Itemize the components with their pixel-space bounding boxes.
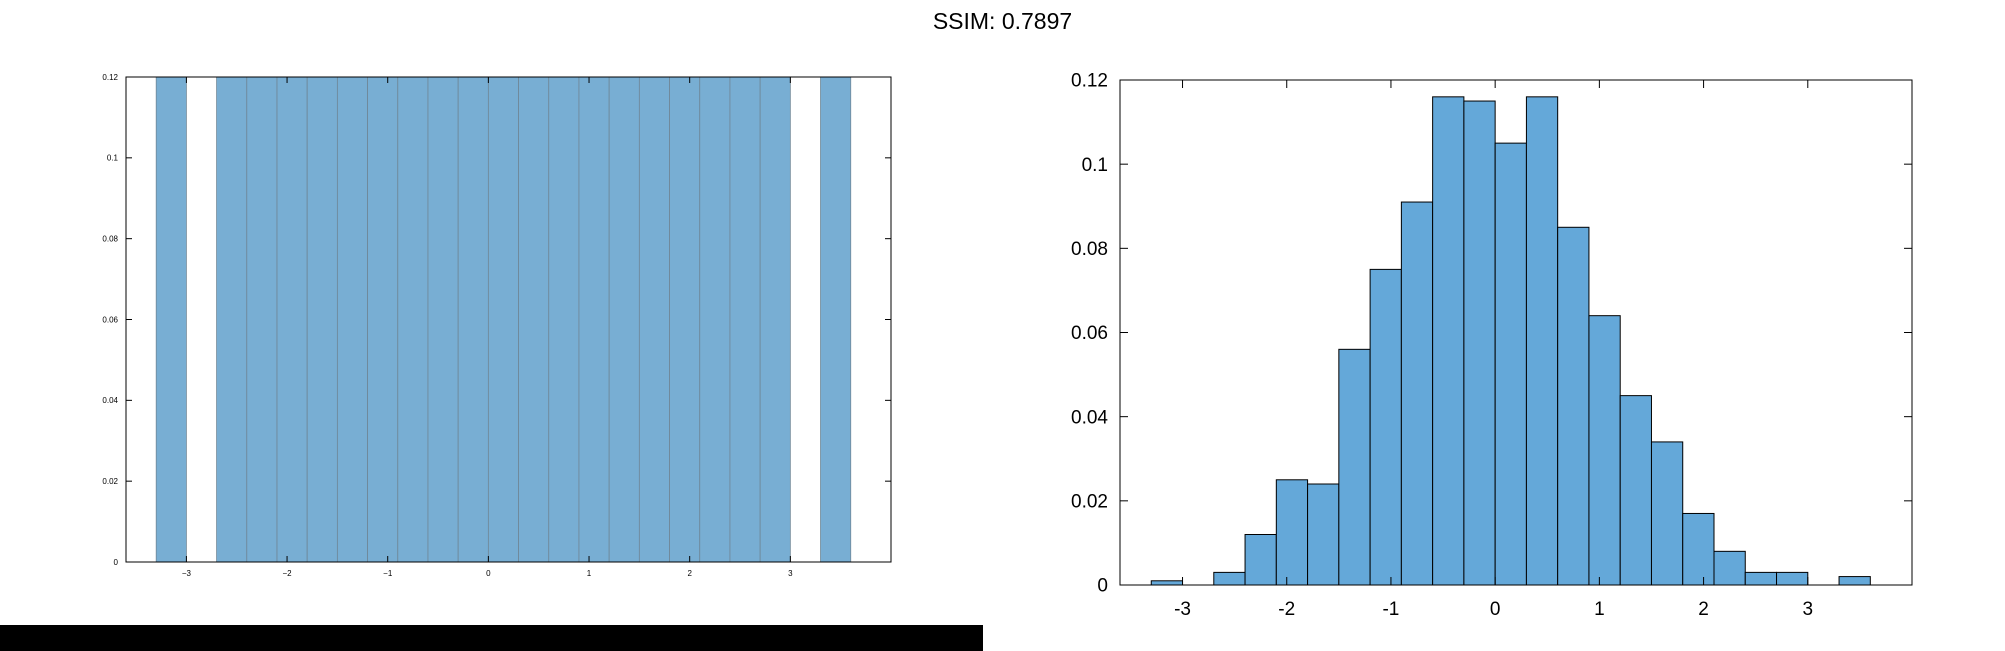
left-histogram-bar-4 (276, 76, 308, 563)
left-histogram-bar-22 (820, 76, 852, 563)
right-x-tick-label: 2 (1698, 599, 1709, 620)
left-histogram-bar-17 (669, 76, 701, 563)
right-histogram-bar-19 (1744, 571, 1778, 586)
right-y-tick-label: 0 (1097, 576, 1108, 597)
left-y-tick-label: 0.08 (102, 234, 118, 243)
right-x-tick-label: -2 (1278, 599, 1295, 620)
right-histogram-bar-4 (1275, 479, 1309, 586)
right-y-tick-label: 0.06 (1071, 323, 1108, 344)
left-histogram-bar-14 (578, 76, 610, 563)
right-histogram-bar-6 (1338, 348, 1371, 586)
right-histogram-bar-17 (1682, 512, 1715, 586)
right-histogram-bar-22 (1838, 576, 1871, 586)
right-x-tick-label: -1 (1382, 599, 1399, 620)
left-histogram-bar-15 (608, 76, 640, 563)
left-histogram-bar-19 (729, 76, 761, 563)
black-bottom-banner (0, 625, 983, 651)
left-histogram-bar-0 (155, 76, 187, 563)
right-histogram-bar-2 (1213, 571, 1246, 586)
left-y-tick-label: 0.1 (107, 154, 119, 163)
right-y-tick-label: 0.1 (1082, 155, 1108, 176)
right-x-tick-label: 1 (1594, 599, 1605, 620)
right-histogram-bar-7 (1369, 268, 1402, 586)
left-histogram-bar-10 (457, 76, 489, 563)
right-histogram-bar-11 (1494, 142, 1527, 586)
right-histogram-bar-18 (1713, 550, 1746, 586)
left-x-tick-label: −2 (282, 569, 292, 578)
right-histogram-bar-5 (1307, 483, 1340, 586)
right-histogram-bar-9 (1432, 96, 1465, 586)
right-histogram-bar-16 (1650, 441, 1684, 586)
right-histogram-bar-13 (1557, 226, 1590, 586)
right-histogram-bar-14 (1588, 315, 1621, 586)
left-histogram-bar-9 (427, 76, 459, 563)
left-y-tick-label: 0 (114, 558, 119, 567)
right-histogram-bar-12 (1525, 96, 1559, 586)
right-histogram-bar-0 (1150, 580, 1184, 586)
left-y-tick-label: 0.06 (102, 315, 118, 324)
left-histogram-bar-2 (216, 76, 248, 563)
left-histogram-bar-18 (699, 76, 731, 563)
left-y-tick-label: 0.04 (102, 396, 118, 405)
right-histogram-bar-3 (1244, 534, 1277, 586)
right-y-tick-label: 0.02 (1071, 491, 1108, 512)
left-histogram-bar-13 (548, 76, 580, 563)
left-histogram-bar-20 (759, 76, 791, 563)
left-histogram-bar-8 (397, 76, 429, 563)
left-histogram-bar-12 (518, 76, 550, 563)
left-histogram-bar-7 (367, 76, 399, 563)
left-x-tick-label: −3 (182, 569, 192, 578)
left-histogram-bar-11 (487, 76, 519, 563)
left-histogram-bar-6 (336, 76, 368, 563)
right-histogram-chart: -3 -2 -1 0 1 2 3 0 0.02 0.04 0.06 0.08 0.1 0.12 (1071, 71, 1913, 620)
left-y-tick-label: 0.12 (102, 73, 118, 82)
left-histogram-chart: −3 −2 −1 0 1 2 3 0 0.02 0.04 0.06 0.08 0.1 0.12 (102, 73, 892, 578)
left-histogram-bar-3 (246, 76, 278, 563)
right-x-tick-label: 3 (1803, 599, 1814, 620)
left-x-tick-label: −1 (383, 569, 393, 578)
right-y-tick-label: 0.04 (1071, 407, 1108, 428)
comparison-title: SSIM: 0.7897 (932, 8, 1073, 34)
right-histogram-bar-10 (1463, 100, 1496, 586)
left-y-tick-label: 0.02 (102, 477, 118, 486)
right-histogram-bar-15 (1619, 395, 1652, 586)
left-x-tick-label: 1 (587, 569, 592, 578)
left-x-tick-label: 2 (687, 569, 692, 578)
right-histogram-bar-20 (1776, 571, 1809, 586)
right-y-tick-label: 0.12 (1071, 71, 1108, 92)
right-x-tick-label: 0 (1490, 599, 1501, 620)
right-histogram-bar-8 (1400, 201, 1434, 586)
right-y-tick-label: 0.08 (1071, 239, 1108, 260)
left-histogram-bar-16 (638, 76, 670, 563)
right-x-tick-label: -3 (1174, 599, 1191, 620)
left-x-tick-label: 0 (486, 569, 491, 578)
left-x-tick-label: 3 (788, 569, 793, 578)
left-histogram-bar-5 (306, 76, 338, 563)
